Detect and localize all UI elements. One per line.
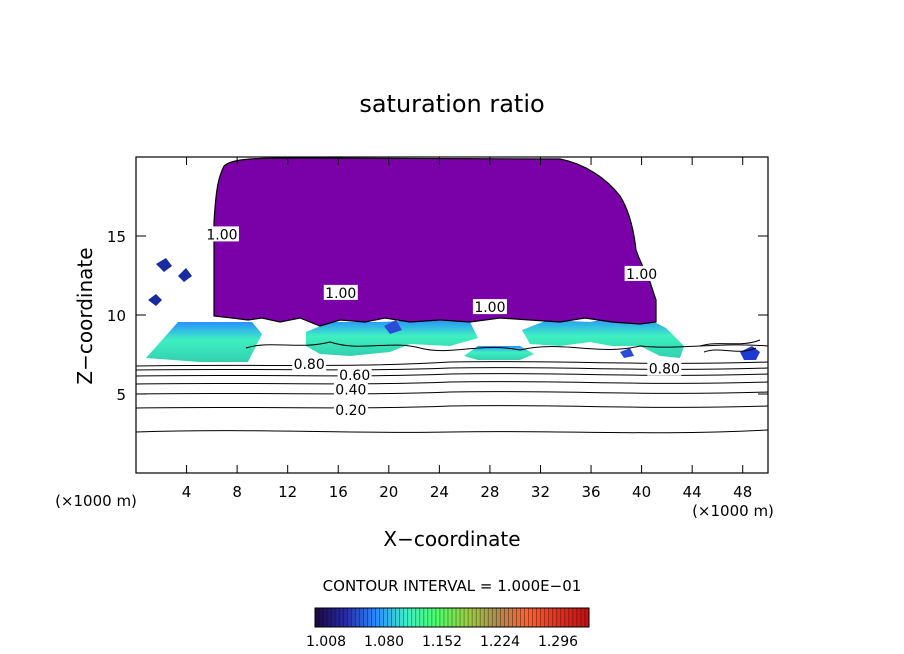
- contour-label: 1.00: [626, 267, 657, 283]
- contour-label-bg: [323, 284, 358, 300]
- contour-label-bg: [337, 367, 372, 383]
- colorbar-tick-label: 1.152: [422, 634, 462, 650]
- x-tick-label: 8: [232, 483, 242, 501]
- plot-area: [136, 157, 768, 434]
- y-axis-label: Z−coordinate: [73, 247, 97, 384]
- x-tick-label: 36: [581, 483, 600, 501]
- colorbar: [314, 607, 590, 628]
- x-tick-label: 16: [329, 483, 348, 501]
- contour-label-bg: [333, 401, 368, 417]
- x-tick-label: 28: [480, 483, 499, 501]
- contour-label: 1.00: [325, 286, 356, 302]
- x-tick-label: 44: [683, 483, 702, 501]
- x-tick-label: 48: [733, 483, 752, 501]
- colorbar-stripes: [318, 608, 586, 627]
- x-tick-label: 32: [531, 483, 550, 501]
- contour-label: 0.20: [335, 403, 366, 419]
- x-tick-label: 40: [632, 483, 651, 501]
- contour-label-bg: [624, 265, 659, 281]
- contour-label-bg: [333, 381, 368, 397]
- contour-label-bg: [472, 299, 507, 315]
- x-units-left: (×1000 m): [55, 492, 137, 510]
- x-tick-label: 24: [430, 483, 449, 501]
- chart-title: saturation ratio: [359, 90, 544, 118]
- x-axis-label: X−coordinate: [383, 527, 520, 551]
- colorbar-tick-label: 1.296: [538, 634, 578, 650]
- x-tick-labels: 4 8 12 16 20 24 28 32 36 40 44 48: [182, 483, 752, 501]
- y-tick-label: 10: [107, 307, 126, 325]
- x-tick-label: 20: [379, 483, 398, 501]
- y-tick-label: 5: [116, 386, 126, 404]
- cloud-blob: [148, 258, 192, 306]
- cloud-blob: [306, 320, 478, 356]
- y-tick-labels: 5 10 15: [107, 228, 126, 404]
- colorbar-tick-label: 1.224: [480, 634, 520, 650]
- x-tick-label: 12: [278, 483, 297, 501]
- cloud-blob: [740, 346, 760, 360]
- x-tick-label: 4: [182, 483, 192, 501]
- cloud-blob: [522, 318, 684, 358]
- contour-label: 0.80: [649, 362, 680, 378]
- contour-label-bg: [204, 226, 239, 242]
- axis-ticks: [136, 157, 768, 473]
- contour-label: 1.00: [474, 300, 505, 316]
- cloud-blob: [146, 322, 262, 362]
- contour-interval: CONTOUR INTERVAL = 1.000E−01: [323, 577, 582, 595]
- colorbar-tick-label: 1.080: [364, 634, 404, 650]
- y-tick-label: 15: [107, 228, 126, 246]
- contour-labels: 0.20 0.400.60 0.80 0.80 1.00 1.00 1.00 1.00: [204, 226, 682, 419]
- contour-label-bg: [647, 360, 682, 376]
- contour-label: 0.40: [335, 382, 366, 398]
- colorbar-tick-label: 1.008: [306, 634, 346, 650]
- contour-label: 0.60: [339, 368, 370, 384]
- x-units-right: (×1000 m): [692, 502, 774, 520]
- contour-label-bg: [292, 355, 327, 371]
- contour-label: 0.80: [294, 357, 325, 373]
- colorbar-labels: 1.008 1.080 1.152 1.224 1.296: [306, 634, 578, 650]
- contour-label: 1.00: [206, 227, 237, 243]
